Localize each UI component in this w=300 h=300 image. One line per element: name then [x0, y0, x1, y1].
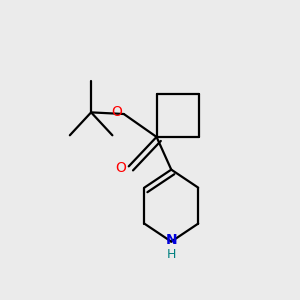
Text: H: H [167, 248, 176, 260]
Text: N: N [166, 233, 177, 247]
Text: O: O [115, 161, 126, 175]
Text: O: O [111, 105, 122, 119]
